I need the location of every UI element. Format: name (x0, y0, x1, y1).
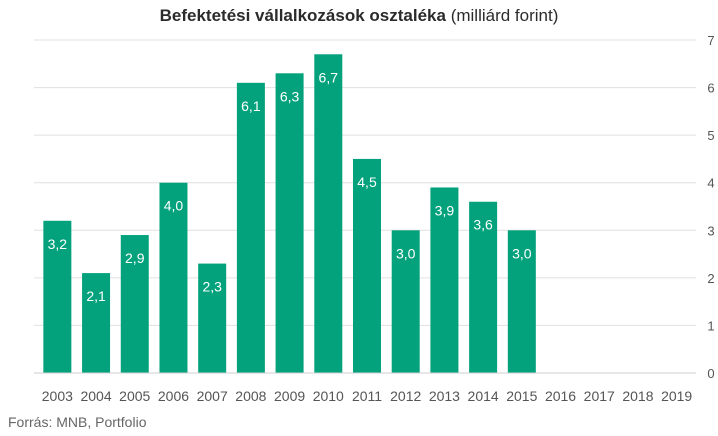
bar (507, 230, 536, 373)
data-label: 6,1 (241, 98, 261, 114)
x-tick-label: 2010 (313, 388, 344, 404)
x-tick-label: 2016 (545, 388, 576, 404)
x-tick-label: 2006 (158, 388, 189, 404)
x-tick-label: 2017 (584, 388, 615, 404)
bar (82, 273, 111, 373)
bar (159, 182, 188, 373)
data-label: 3,2 (48, 236, 68, 252)
x-tick-label: 2018 (622, 388, 653, 404)
x-tick-label: 2014 (468, 388, 499, 404)
data-label: 2,9 (125, 250, 145, 266)
x-tick-label: 2013 (429, 388, 460, 404)
chart-title-block: Befektetési vállalkozások osztaléka (mil… (0, 6, 718, 26)
x-tick-label: 2003 (42, 388, 73, 404)
x-tick-label: 2009 (274, 388, 305, 404)
bar (469, 201, 498, 373)
bar (391, 230, 420, 373)
bar (275, 73, 304, 374)
bar (314, 54, 343, 374)
data-label: 3,6 (473, 217, 493, 233)
bar (43, 220, 72, 373)
x-tick-label: 2011 (352, 388, 382, 404)
x-tick-label: 2004 (80, 388, 111, 404)
data-label: 4,0 (164, 198, 184, 214)
y-tick-label: 7 (707, 33, 714, 48)
x-tick-label: 2012 (390, 388, 421, 404)
data-label: 3,9 (435, 202, 455, 218)
y-tick-label: 0 (707, 366, 714, 381)
source-note: Forrás: MNB, Portfolio (8, 414, 147, 430)
bar (120, 235, 149, 373)
y-tick-label: 4 (707, 176, 714, 191)
data-label: 6,7 (319, 69, 339, 85)
x-tick-label: 2008 (235, 388, 266, 404)
data-label: 2,1 (86, 288, 106, 304)
bar (353, 158, 381, 373)
x-tick-label: 2019 (661, 388, 692, 404)
bar (236, 82, 265, 374)
y-tick-label: 3 (707, 223, 714, 238)
data-label: 2,3 (202, 279, 222, 295)
data-label: 3,0 (512, 245, 532, 261)
data-label: 3,0 (396, 245, 416, 261)
y-tick-label: 5 (707, 128, 714, 143)
chart-subtitle: (milliárd forint) (450, 6, 559, 25)
y-tick-label: 6 (707, 81, 714, 96)
y-tick-label: 1 (707, 318, 714, 333)
chart-title: Befektetési vállalkozások osztaléka (159, 6, 446, 25)
bar (430, 187, 459, 373)
y-tick-label: 2 (707, 271, 714, 286)
data-label: 4,5 (357, 174, 377, 190)
x-tick-label: 2005 (119, 388, 150, 404)
bar (198, 263, 227, 373)
x-tick-label: 2015 (506, 388, 537, 404)
x-tick-label: 2007 (197, 388, 228, 404)
data-label: 6,3 (280, 88, 300, 104)
